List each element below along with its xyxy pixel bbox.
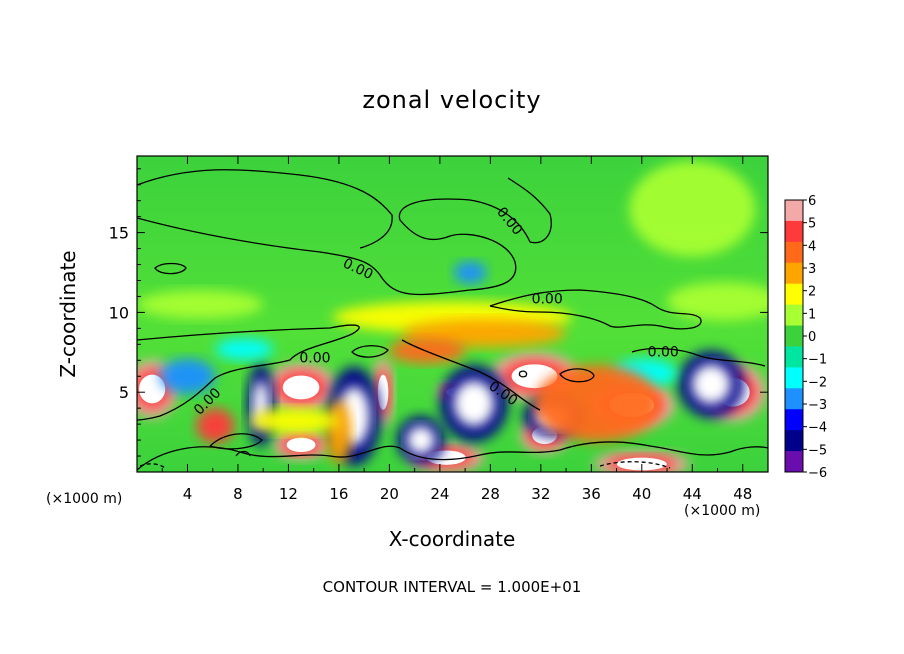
y-tick-label: 5 (119, 383, 129, 402)
field-feature (439, 365, 509, 442)
colorbar-label: 3 (808, 262, 816, 277)
x-tick-label: 36 (582, 485, 601, 503)
colorbar-swatch (785, 325, 803, 347)
y-tick-label: 15 (109, 224, 129, 243)
field-feature (137, 290, 264, 319)
x-tick-label: 44 (683, 485, 702, 503)
x-tick-label: 8 (233, 485, 243, 503)
colorbar-swatch (785, 262, 803, 285)
x-tick-label: 4 (183, 485, 193, 503)
colorbar-swatch (785, 200, 803, 222)
x-tick-label: 28 (481, 485, 500, 503)
y-axis-label: Z-coordinate (56, 250, 80, 378)
x-tick-label: 48 (733, 485, 752, 503)
field-feature (265, 363, 337, 412)
colorbar-swatch (785, 388, 803, 410)
colorbar-swatch (785, 409, 803, 431)
chart-title: zonal velocity (362, 86, 542, 114)
field-feature (389, 337, 466, 364)
field-feature (396, 416, 445, 465)
colorbar-swatch (785, 241, 803, 264)
field-feature (326, 400, 352, 465)
contour-lines (137, 169, 768, 471)
field-feature (678, 350, 745, 418)
x-axis-label: X-coordinate (388, 527, 516, 551)
field-feature (159, 358, 216, 394)
colorbar-label: −3 (808, 398, 827, 413)
colorbar-label: −4 (808, 421, 827, 436)
colorbar: 6 5 4 3 2 1 0 −1 −2 −3 −4 −5 −6 (784, 194, 827, 481)
colorbar-swatch (785, 220, 803, 243)
colorbar-label: −2 (808, 375, 827, 390)
colorbar-label: 6 (808, 194, 816, 209)
colorbar-label: 4 (808, 239, 816, 254)
colorbar-swatch (785, 367, 803, 389)
x-unit-left: (×1000 m) (46, 491, 123, 507)
contour-interval-note: CONTOUR INTERVAL = 1.000E+01 (322, 578, 582, 596)
field-feature (534, 365, 661, 442)
colorbar-swatch (785, 346, 803, 368)
y-tick-label: 10 (109, 303, 129, 322)
field-feature (250, 408, 339, 434)
colorbar-label: 5 (808, 217, 816, 232)
x-tick-label: 24 (430, 485, 449, 503)
colorbar-label: 2 (808, 285, 816, 300)
x-tick-label: 16 (329, 485, 348, 503)
field-feature (215, 337, 274, 361)
x-tick-label: 40 (632, 485, 651, 503)
plot-frame (136, 155, 769, 473)
x-unit-right: (×1000 m) (684, 503, 761, 519)
field-feature (196, 408, 235, 444)
contour-label: 0.00 (532, 292, 563, 308)
contour-label: 0.00 (648, 344, 679, 360)
colorbar-swatch (785, 283, 803, 306)
x-tick-label: 12 (279, 485, 298, 503)
colorbar-label: 1 (808, 307, 816, 322)
colorbar-label: −5 (808, 443, 827, 458)
x-tick-label: 20 (380, 485, 399, 503)
field-feature (667, 282, 768, 321)
colorbar-label: 0 (808, 330, 816, 345)
colorbar-label: −6 (808, 466, 827, 481)
field-feature (273, 430, 329, 460)
colorbar-swatch (785, 430, 803, 452)
contour-label: 0.00 (299, 351, 330, 367)
colorbar-swatch (785, 451, 803, 473)
colorbar-label: −1 (808, 353, 827, 368)
field-feature (629, 160, 756, 257)
field-feature (453, 261, 487, 284)
x-tick-label: 32 (531, 485, 550, 503)
colorbar-swatch (785, 304, 803, 327)
